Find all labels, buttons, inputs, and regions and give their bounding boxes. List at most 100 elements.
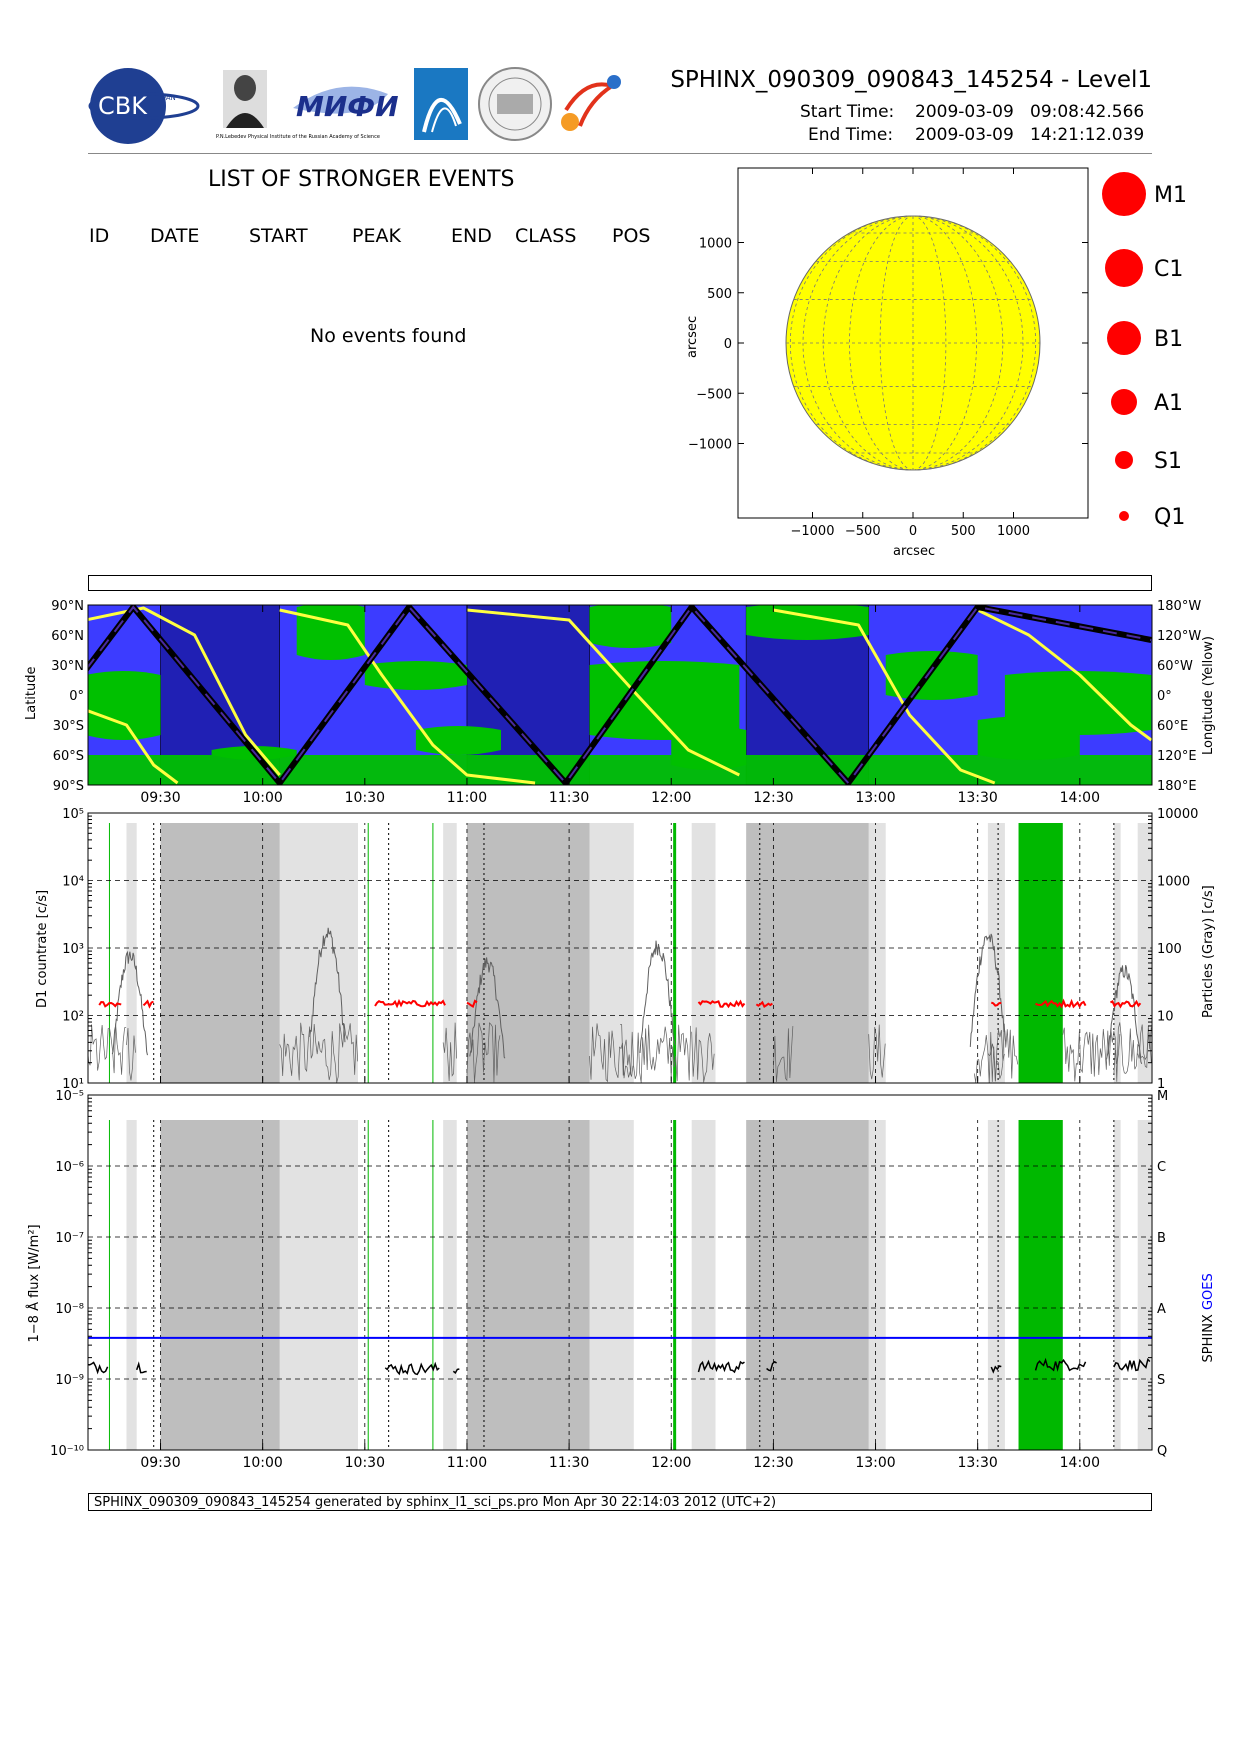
particle-noise — [126, 1027, 136, 1081]
sun-x-tick-label: 0 — [909, 524, 917, 539]
goes-class-label: C — [1157, 1160, 1166, 1175]
d1-tick-label: 10⁵ — [62, 807, 84, 822]
time-tick-label: 12:00 — [651, 1455, 691, 1471]
class-label-s1: S1 — [1154, 449, 1182, 474]
particle-noise — [1062, 1022, 1152, 1082]
particle-light-band — [1137, 1120, 1152, 1450]
particle-peak — [469, 957, 506, 1059]
longitude-tick-label: 180°E — [1157, 779, 1197, 794]
d1-countrate-segment — [1109, 999, 1142, 1009]
flux-panel: 10⁻⁵ M 10⁻⁶ C 10⁻⁷ B 10⁻⁸ A 10⁻⁹ S 10⁻¹⁰ Q 09:30 10:0… — [26, 1089, 1216, 1471]
particle-light-band — [987, 1120, 1005, 1450]
sphinx-logo — [561, 75, 621, 131]
particle-noise — [442, 1022, 457, 1082]
time-tick-label: 09:30 — [140, 1455, 180, 1471]
orbit-green-zone — [589, 661, 740, 740]
sphinx-flux-segment — [990, 1365, 1002, 1374]
sphinx-flux-segment — [1034, 1357, 1087, 1372]
particle-light-band — [1137, 823, 1152, 1083]
longitude-curve — [773, 608, 996, 785]
particle-tick-label: 10 — [1157, 1010, 1174, 1025]
goes-class-label: Q — [1157, 1444, 1167, 1459]
d1-countrate-segment — [755, 1000, 773, 1008]
particle-light-band — [691, 1120, 716, 1450]
d1-tick-label: 10³ — [62, 942, 84, 957]
class-label-b1: B1 — [1154, 327, 1183, 352]
sphinx-flux-segment — [697, 1359, 745, 1374]
longitude-tick-label: 120°E — [1157, 749, 1197, 764]
particle-tick-label: 1 — [1157, 1077, 1165, 1092]
class-marker-q1 — [1119, 511, 1129, 521]
cbk-sub: PAN — [162, 94, 176, 102]
particle-noise — [88, 1023, 127, 1075]
class-label-q1: Q1 — [1154, 505, 1185, 530]
particle-light-band — [691, 823, 716, 1083]
particle-light-band — [279, 1120, 359, 1450]
goes-class-label: M — [1157, 1089, 1168, 1104]
time-tick-label: 10:30 — [345, 790, 385, 806]
time-tick-label: 13:30 — [957, 1455, 997, 1471]
class-marker-a1 — [1111, 389, 1137, 415]
longitude-tick-label: 0° — [1157, 689, 1172, 704]
class-marker-c1 — [1105, 249, 1143, 287]
time-tick-label: 14:00 — [1060, 1455, 1100, 1471]
flux-y2label: SPHINX GOES — [1201, 1273, 1216, 1362]
particle-light-band — [1113, 1120, 1121, 1450]
d1-countrate-segment — [1035, 998, 1087, 1009]
class-scale: M1 C1 B1 A1 S1 Q1 — [1102, 172, 1187, 530]
orbit-frame — [87, 604, 1153, 786]
d1-tick-label: 10² — [62, 1010, 84, 1025]
orbit-ylabel: Latitude — [24, 666, 39, 720]
time-tick-label: 10:30 — [345, 1455, 385, 1471]
latitude-tick-label: 0° — [69, 689, 84, 704]
time-tick-label: 12:00 — [651, 790, 691, 806]
flux-tick-label: 10⁻⁸ — [55, 1302, 84, 1317]
sun-longitude-line — [912, 215, 1004, 471]
particle-peak — [309, 927, 346, 1043]
night-band — [160, 823, 280, 1083]
sun-map-ylabel: arcsec — [685, 316, 700, 358]
logo-strip: CBK PAN P.N.Lebedev Physical Institute o… — [88, 67, 621, 144]
orbit-green-zone — [364, 661, 467, 690]
class-label-c1: C1 — [1154, 257, 1183, 282]
latitude-tick-label: 90°S — [53, 779, 84, 794]
time-tick-label: 13:30 — [957, 790, 997, 806]
particle-ylabel: Particles (Gray) [c/s] — [1201, 885, 1216, 1018]
latitude-tick-label: 60°S — [53, 749, 84, 764]
empty-label-box — [88, 575, 1152, 591]
class-marker-s1 — [1115, 451, 1133, 469]
time-tick-label: 11:30 — [549, 790, 589, 806]
flux-ylabel: 1−8 Å flux [W/m²] — [26, 1224, 42, 1342]
orbit-green-zone — [746, 605, 869, 640]
green-band — [1018, 823, 1063, 1083]
events-col-date: DATE — [150, 225, 200, 247]
end-time-label: End Time: — [808, 125, 894, 145]
particle-light-band — [443, 1120, 457, 1450]
time-tick-label: 14:00 — [1060, 790, 1100, 806]
particle-noise — [279, 1022, 359, 1083]
d1-countrate-segment — [697, 999, 746, 1009]
class-label-a1: A1 — [1154, 391, 1183, 416]
orbit-green-zone — [296, 605, 365, 660]
particle-light-band — [126, 1120, 137, 1450]
orbit-green-zone — [977, 716, 1080, 760]
latitude-tick-label: 60°N — [51, 629, 84, 644]
class-label-m1: M1 — [1154, 183, 1187, 208]
particle-light-band — [126, 823, 137, 1083]
footer-caption: SPHINX_090309_090843_145254 generated by… — [88, 1493, 1152, 1511]
particle-light-band — [1113, 823, 1121, 1083]
d1-tick-label: 10¹ — [62, 1077, 84, 1092]
longitude-curve — [88, 709, 179, 785]
cbk-text: CBK — [98, 92, 148, 120]
particle-light-band — [868, 823, 886, 1083]
d1-frame — [87, 812, 1153, 1084]
d1-ylabel: D1 countrate [c/s] — [35, 890, 50, 1008]
mifi-text: МИФИ — [296, 90, 399, 123]
sun-y-tick-label: 500 — [707, 287, 732, 302]
longitude-tick-label: 180°W — [1157, 599, 1201, 614]
latitude-track-overlay — [88, 605, 1152, 785]
latitude-tick-label: 90°N — [51, 599, 84, 614]
flux-frame — [87, 1094, 1153, 1451]
space-institute-logo — [414, 68, 468, 140]
time-tick-label: 10:00 — [242, 1455, 282, 1471]
